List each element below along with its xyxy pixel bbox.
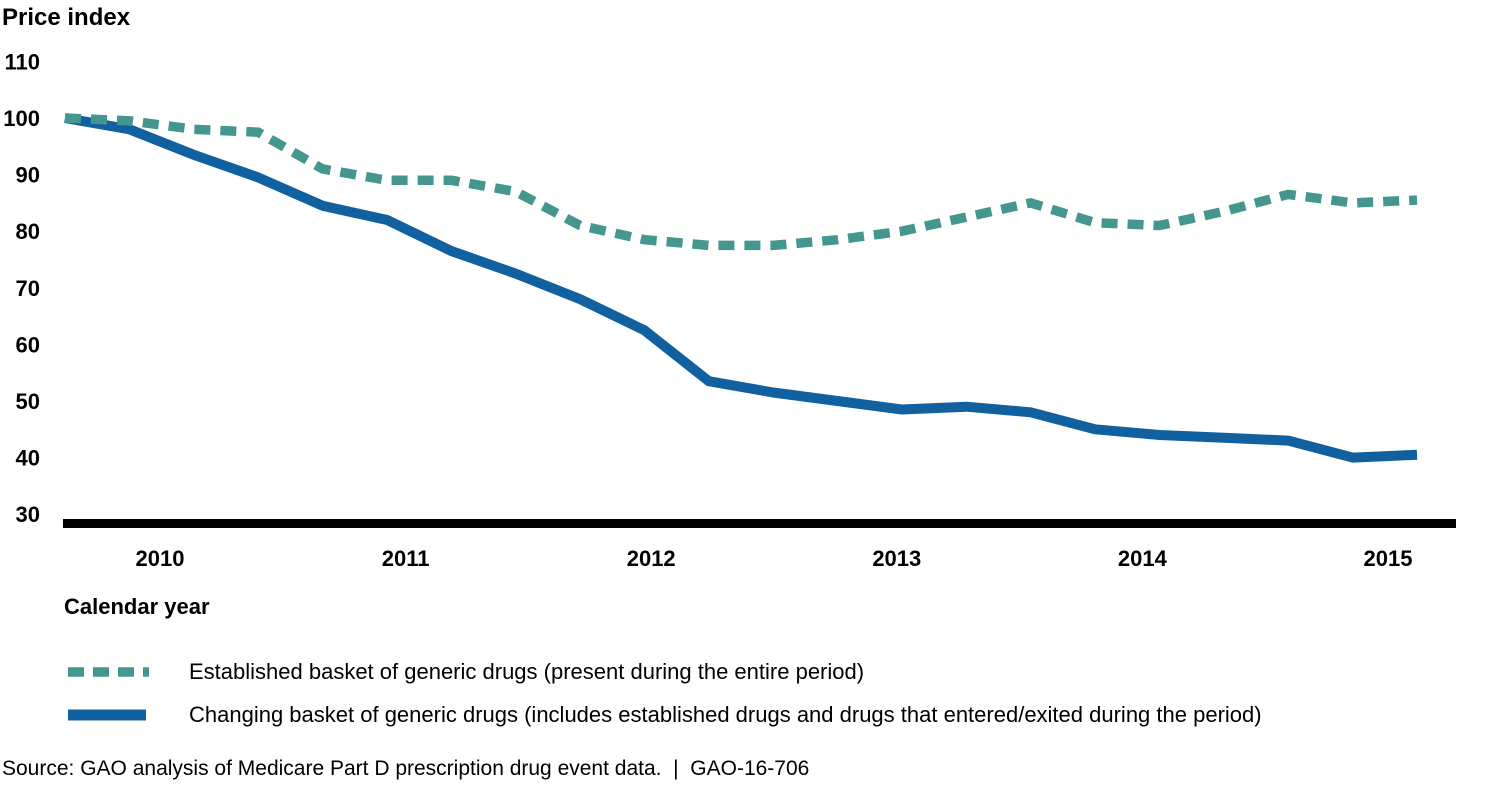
y-axis-tick-label: 30: [16, 502, 40, 527]
x-axis-tick-label: 2013: [872, 546, 921, 571]
y-axis-tick-label: 90: [16, 163, 40, 188]
legend-swatch-dashed-icon: [68, 666, 149, 677]
x-axis-title: Calendar year: [64, 594, 210, 619]
y-axis-tick-label: 110: [5, 49, 41, 74]
y-axis-tick-label: 40: [16, 446, 40, 471]
legend-swatch-solid-icon: [68, 709, 146, 720]
source-note: Source: GAO analysis of Medicare Part D …: [2, 757, 810, 780]
y-axis-tick-label: 60: [16, 332, 40, 357]
y-axis-title: Price index: [2, 4, 131, 31]
x-axis-line: [63, 519, 1456, 528]
x-axis-tick-label: 2011: [382, 546, 430, 571]
series-line-established: [64, 113, 1418, 251]
series-line-changing: [64, 113, 1418, 463]
x-axis-tick-label: 2015: [1364, 546, 1413, 571]
x-axis-tick-label: 2014: [1118, 546, 1168, 571]
legend: Established basket of generic drugs (pre…: [66, 650, 1262, 736]
x-axis-tick-label: 2012: [627, 546, 676, 571]
legend-label-changing: Changing basket of generic drugs (includ…: [189, 701, 1262, 727]
y-axis-tick-label: 100: [3, 106, 40, 131]
y-axis-tick-label: 80: [16, 219, 40, 244]
legend-label-established: Established basket of generic drugs (pre…: [189, 658, 865, 684]
y-axis-tick-label: 50: [16, 389, 40, 414]
legend-item-established: Established basket of generic drugs (pre…: [66, 650, 1262, 693]
y-axis-tick-label: 70: [16, 276, 40, 301]
legend-item-changing: Changing basket of generic drugs (includ…: [66, 693, 1262, 736]
x-axis-tick-label: 2010: [136, 546, 185, 571]
